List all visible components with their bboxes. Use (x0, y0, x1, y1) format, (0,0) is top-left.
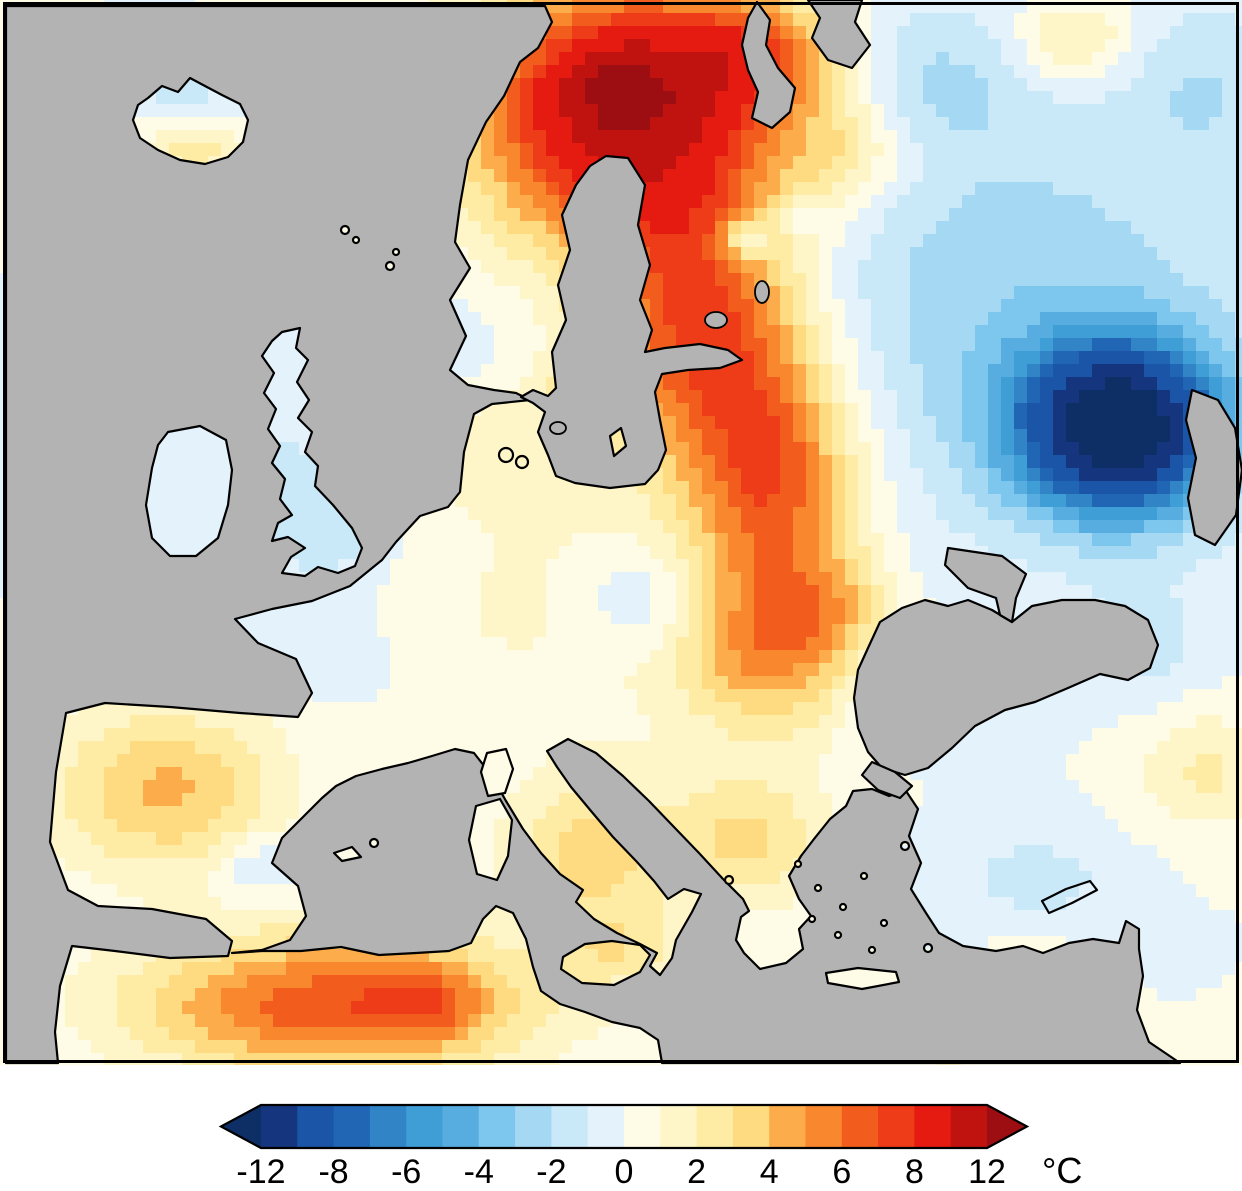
colorbar-block (551, 1105, 589, 1148)
colorbar-block (406, 1105, 443, 1148)
island-lesbos (899, 840, 911, 852)
island-funen (514, 454, 530, 470)
colorbar-tick-label: 4 (760, 1153, 779, 1191)
sea-caspian-sea (1184, 388, 1242, 547)
colorbar-block (624, 1105, 661, 1148)
island-aegean-3 (838, 902, 848, 912)
colorbar-block (660, 1105, 698, 1148)
colorbar-tick-label: 0 (615, 1153, 634, 1191)
island-aegean-1 (793, 859, 803, 869)
colorbar-block (478, 1105, 516, 1148)
colorbar-tick-label: -6 (391, 1153, 421, 1191)
island-shetland (384, 260, 396, 272)
colorbar-tick-label: 12 (968, 1153, 1006, 1191)
island-faroe-1 (339, 224, 351, 236)
colorbar-block (696, 1105, 734, 1148)
colorbar-block (333, 1105, 371, 1148)
island-aegean-2 (813, 883, 823, 893)
colorbar-tick-label: 2 (687, 1153, 706, 1191)
colorbar-block (914, 1105, 952, 1148)
island-aegean-6 (833, 930, 843, 940)
island-aegean-8 (867, 945, 877, 955)
colorbar-over-arrow (987, 1105, 1027, 1148)
colorbar-block (515, 1105, 552, 1148)
island-aegean-7 (807, 914, 817, 924)
lake-ladoga (704, 311, 728, 329)
colorbar-tick-label: 6 (832, 1153, 851, 1191)
colorbar-block (805, 1105, 843, 1148)
lake-vanern (549, 421, 567, 435)
sea-barents-sea (806, 0, 872, 70)
island-great-britain (260, 326, 364, 578)
colorbar-tick-label: -12 (236, 1153, 285, 1191)
sea-white-sea (740, 0, 797, 130)
colorbar-block (297, 1105, 335, 1148)
island-zealand (497, 446, 515, 464)
island-cyprus (1040, 879, 1099, 915)
island-faroe-2 (351, 235, 361, 245)
island-rhodes (922, 942, 934, 954)
island-sicily (559, 939, 652, 987)
sea-sea-of-marmara (860, 760, 914, 800)
colorbar-block (442, 1105, 480, 1148)
europe-anomaly-map (0, 0, 1242, 1065)
colorbar-outline (218, 1103, 1030, 1150)
island-mallorca (332, 845, 363, 863)
colorbar-block (369, 1105, 407, 1148)
colorbar-block (732, 1105, 770, 1148)
colorbar-tick-label: -4 (464, 1153, 494, 1191)
colorbar-block (878, 1105, 915, 1148)
colorbar-block (950, 1105, 988, 1148)
colorbar-tick-label: -8 (318, 1153, 348, 1191)
lake-onega (754, 280, 770, 304)
colorbar-block (841, 1105, 879, 1148)
colorbar-block (261, 1105, 298, 1148)
colorbar-tick-label: -2 (536, 1153, 566, 1191)
sea-mediterranean (230, 737, 1182, 1065)
colorbar-block (587, 1105, 625, 1148)
sea-baltic-bothnia (519, 154, 744, 490)
map-frame (3, 2, 1239, 1063)
island-corfu (723, 874, 735, 886)
sea-sea-of-azov (943, 546, 1028, 624)
island-menorca (368, 837, 380, 849)
island-sardinia (467, 797, 514, 882)
island-ireland (144, 424, 234, 558)
island-gotland (608, 426, 628, 458)
island-aegean-4 (859, 871, 869, 881)
colorbar-block (769, 1105, 806, 1148)
island-aegean-5 (879, 918, 889, 928)
island-orkney (391, 247, 401, 257)
colorbar: -12 -8 -6 -4 -2 0 2 4 6 8 12 °C (218, 1103, 1082, 1191)
colorbar-tick-label: 8 (905, 1153, 924, 1191)
colorbar-unit-label: °C (1042, 1150, 1082, 1191)
island-iceland (131, 76, 250, 166)
island-crete (824, 966, 901, 991)
island-corsica (479, 747, 515, 798)
colorbar-under-arrow (221, 1105, 261, 1148)
